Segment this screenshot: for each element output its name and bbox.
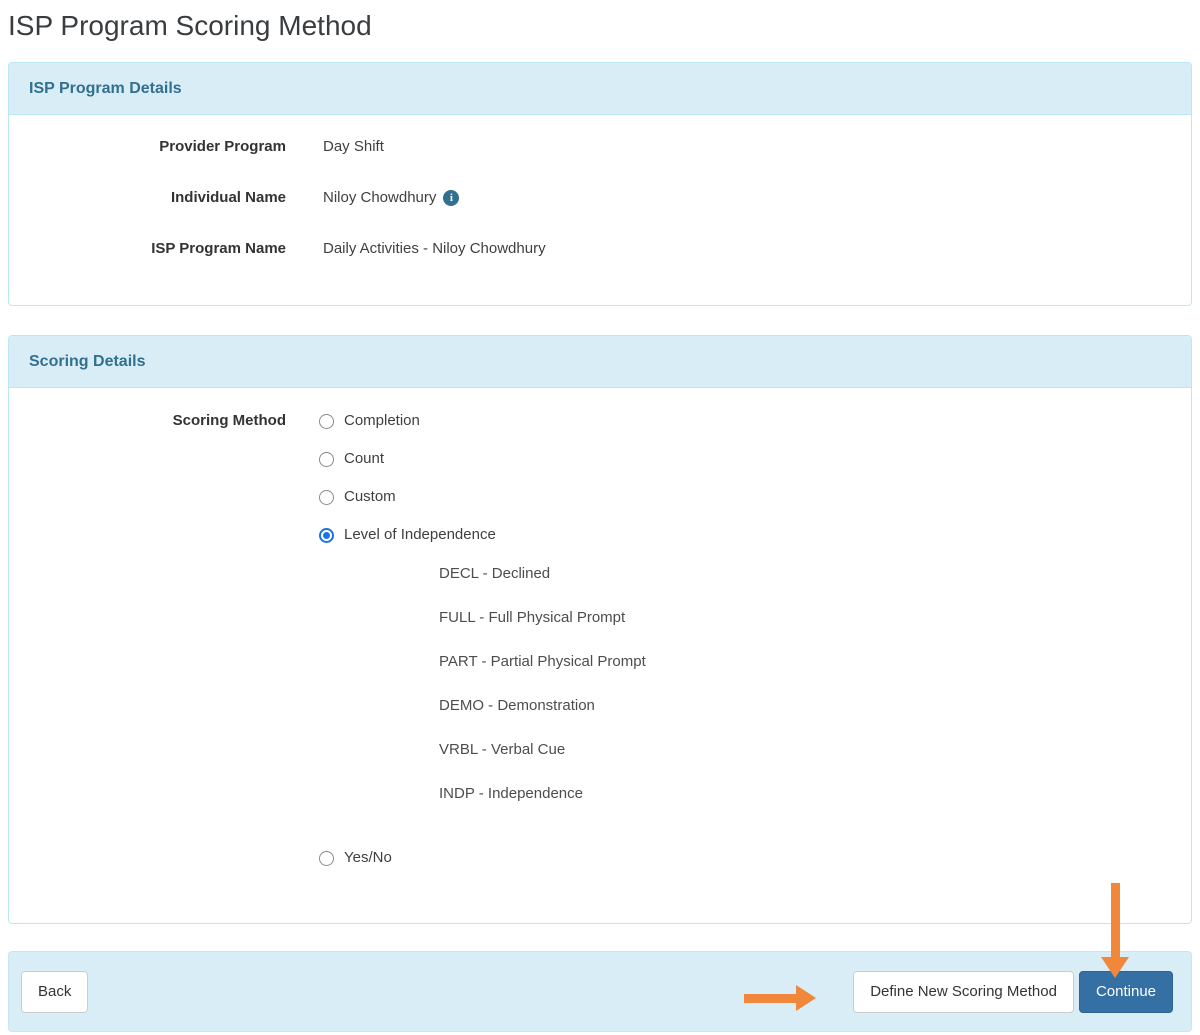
- radio-completion-circle[interactable]: [319, 413, 334, 429]
- scoring-details-body: Scoring Method Completion Count Custom L…: [9, 388, 1191, 923]
- provider-program-value: Day Shift: [323, 137, 384, 157]
- radio-yes-no-circle[interactable]: [319, 850, 334, 866]
- isp-program-name-row: ISP Program Name Daily Activities - Nilo…: [29, 239, 1171, 259]
- level-of-independence-list: DECL - Declined FULL - Full Physical Pro…: [439, 564, 646, 804]
- scoring-details-panel: Scoring Details Scoring Method Completio…: [8, 335, 1192, 924]
- radio-custom-label[interactable]: Custom: [344, 488, 396, 505]
- isp-program-name-value: Daily Activities - Niloy Chowdhury: [323, 239, 546, 259]
- level-item-vrbl: VRBL - Verbal Cue: [439, 741, 566, 758]
- level-item-part: PART - Partial Physical Prompt: [439, 653, 646, 670]
- scoring-details-heading: Scoring Details: [9, 336, 1191, 388]
- provider-program-value-text: Day Shift: [323, 138, 384, 155]
- isp-program-details-heading: ISP Program Details: [9, 63, 1191, 115]
- radio-option-count[interactable]: Count: [319, 449, 646, 469]
- back-button[interactable]: Back: [21, 970, 89, 1013]
- footer-action-bar: Back Define New Scoring Method Continue: [8, 951, 1192, 1032]
- page-title: ISP Program Scoring Method: [8, 10, 372, 41]
- individual-name-value-text: Niloy Chowdhury: [323, 189, 437, 206]
- info-icon[interactable]: i: [443, 190, 460, 206]
- radio-option-yes-no[interactable]: Yes/No: [319, 848, 646, 868]
- level-item-indp: INDP - Independence: [439, 785, 583, 802]
- level-item-decl: DECL - Declined: [439, 565, 551, 582]
- radio-count-label[interactable]: Count: [344, 450, 385, 467]
- isp-program-name-value-text: Daily Activities - Niloy Chowdhury: [323, 240, 546, 257]
- radio-option-custom[interactable]: Custom: [319, 487, 646, 507]
- radio-option-completion[interactable]: Completion: [319, 411, 646, 431]
- radio-level-of-independence-circle[interactable]: [319, 527, 334, 543]
- radio-custom-circle[interactable]: [319, 489, 334, 505]
- footer-right-group: Define New Scoring Method Continue: [853, 970, 1173, 1013]
- individual-name-row: Individual Name Niloy Chowdhury i: [29, 188, 1171, 208]
- radio-option-level-of-independence[interactable]: Level of Independence: [319, 525, 646, 545]
- scoring-method-label: Scoring Method: [172, 412, 286, 429]
- radio-level-of-independence-label[interactable]: Level of Independence: [344, 526, 496, 543]
- individual-name-label: Individual Name: [170, 189, 286, 206]
- individual-name-value: Niloy Chowdhury i: [323, 188, 460, 208]
- provider-program-row: Provider Program Day Shift: [29, 137, 1171, 157]
- radio-completion-label[interactable]: Completion: [344, 412, 420, 429]
- isp-program-details-panel: ISP Program Details Provider Program Day…: [8, 62, 1192, 306]
- level-item-full: FULL - Full Physical Prompt: [439, 609, 626, 626]
- isp-program-name-label: ISP Program Name: [151, 240, 286, 257]
- isp-program-details-body: Provider Program Day Shift Individual Na…: [9, 115, 1191, 305]
- radio-count-circle[interactable]: [319, 451, 334, 467]
- continue-button[interactable]: Continue: [1078, 970, 1173, 1013]
- radio-yes-no-label[interactable]: Yes/No: [344, 849, 392, 866]
- provider-program-label: Provider Program: [159, 138, 286, 155]
- scoring-method-options: Completion Count Custom Level of Indepen…: [319, 411, 646, 868]
- define-new-scoring-method-button[interactable]: Define New Scoring Method: [853, 970, 1074, 1013]
- level-item-demo: DEMO - Demonstration: [439, 697, 595, 714]
